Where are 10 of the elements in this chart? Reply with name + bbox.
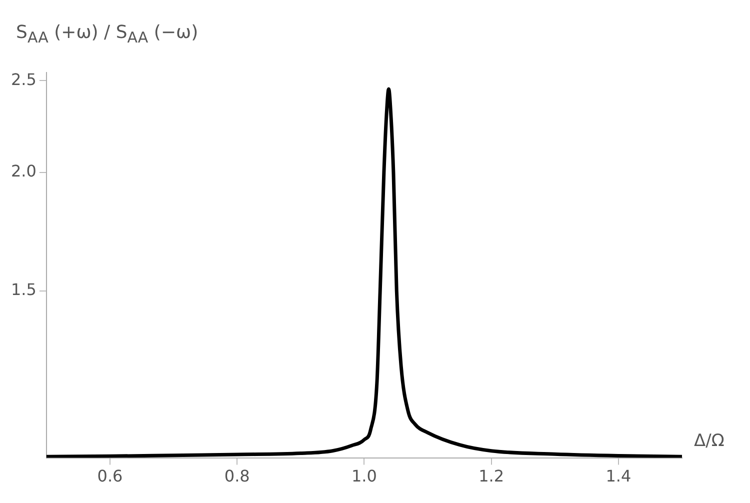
y-tick-label: 2.5 — [10, 70, 36, 89]
y-tick-label: 2.0 — [10, 162, 36, 181]
x-axis-title: Δ/Ω — [694, 431, 724, 452]
x-tick-label: 0.6 — [97, 466, 123, 486]
y-tick-label: 1.5 — [10, 280, 36, 300]
x-tick-label: 1.0 — [351, 466, 377, 486]
x-tick-label: 1.2 — [478, 466, 504, 486]
x-tick-label: 1.4 — [606, 466, 632, 486]
x-tick-label: 0.8 — [224, 466, 250, 486]
y-axis-title: S$_{AA}$ (+ω) / S$_{AA}$ (−ω) — [16, 22, 198, 46]
